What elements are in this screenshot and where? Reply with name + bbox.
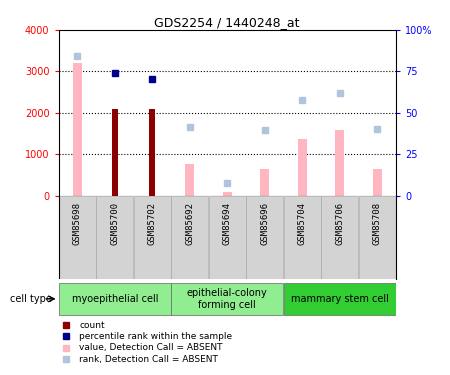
Bar: [297, 139, 307, 196]
Bar: [359, 196, 396, 279]
Text: value, Detection Call = ABSENT: value, Detection Call = ABSENT: [79, 343, 223, 352]
Bar: [171, 283, 283, 315]
Bar: [171, 196, 208, 279]
Bar: [134, 196, 171, 279]
Bar: [284, 283, 396, 315]
Text: GSM85706: GSM85706: [335, 202, 344, 245]
Bar: [59, 283, 171, 315]
Bar: [209, 196, 246, 279]
Bar: [335, 130, 344, 196]
Bar: [284, 196, 320, 279]
Bar: [247, 196, 283, 279]
Text: GSM85700: GSM85700: [110, 202, 119, 245]
Bar: [96, 196, 133, 279]
Text: GSM85692: GSM85692: [185, 202, 194, 245]
Bar: [223, 192, 232, 196]
Bar: [59, 196, 95, 279]
Bar: [185, 164, 194, 196]
Text: myoepithelial cell: myoepithelial cell: [72, 294, 158, 304]
Text: GSM85694: GSM85694: [223, 202, 232, 245]
Text: GSM85698: GSM85698: [73, 202, 82, 245]
Text: percentile rank within the sample: percentile rank within the sample: [79, 332, 232, 341]
Bar: [321, 196, 358, 279]
Text: epithelial-colony
forming cell: epithelial-colony forming cell: [187, 288, 268, 310]
Text: cell type: cell type: [10, 294, 52, 304]
Title: GDS2254 / 1440248_at: GDS2254 / 1440248_at: [154, 16, 300, 29]
Text: GSM85704: GSM85704: [298, 202, 307, 245]
Bar: [72, 63, 82, 196]
Text: GSM85696: GSM85696: [260, 202, 269, 245]
Bar: [112, 109, 117, 196]
Bar: [149, 109, 155, 196]
Text: GSM85702: GSM85702: [148, 202, 157, 245]
Text: GSM85708: GSM85708: [373, 202, 382, 245]
Text: rank, Detection Call = ABSENT: rank, Detection Call = ABSENT: [79, 354, 218, 363]
Bar: [260, 169, 270, 196]
Bar: [373, 169, 382, 196]
Text: count: count: [79, 321, 105, 330]
Text: mammary stem cell: mammary stem cell: [291, 294, 389, 304]
